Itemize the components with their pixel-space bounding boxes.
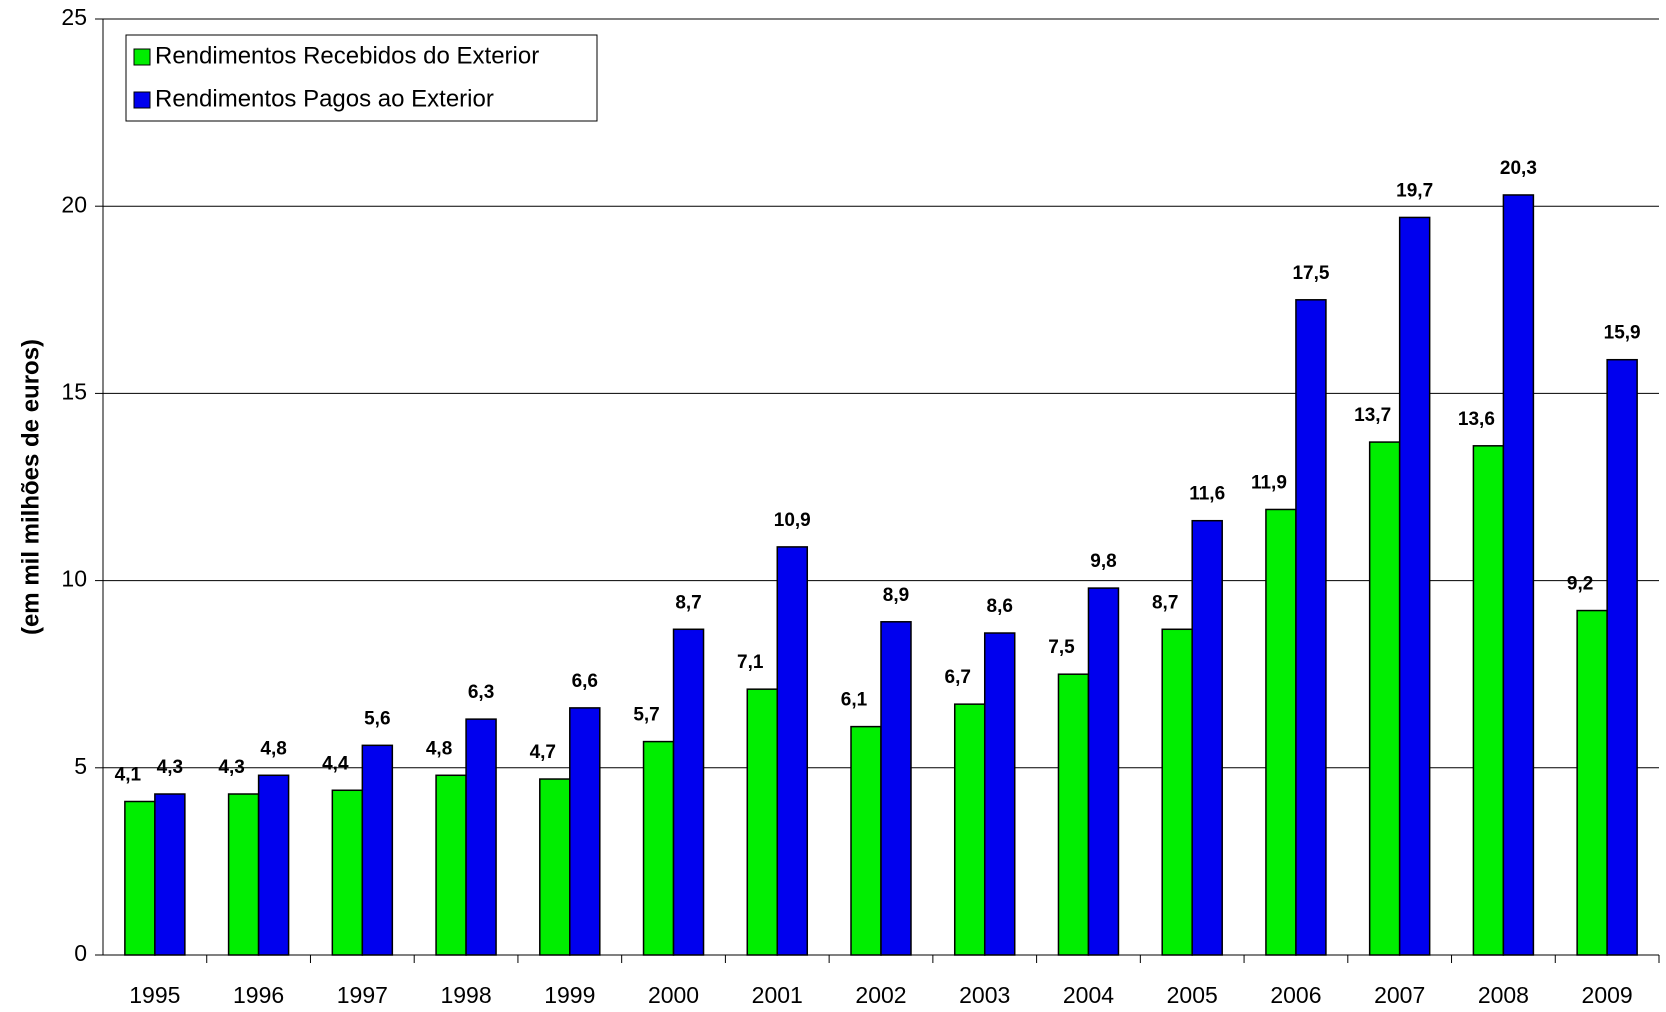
value-label: 13,6	[1458, 409, 1495, 430]
bar	[1368, 441, 1401, 956]
y-tick-label: 10	[61, 566, 87, 592]
bar	[1502, 194, 1535, 956]
value-label: 6,3	[468, 682, 494, 703]
bar	[672, 628, 705, 956]
bar	[435, 774, 467, 956]
value-label: 20,3	[1500, 158, 1537, 179]
value-label: 13,7	[1354, 405, 1391, 426]
x-tick-label: 2009	[1582, 982, 1633, 1008]
value-label: 8,7	[1152, 592, 1178, 613]
value-label: 5,6	[364, 708, 390, 729]
x-tick-label: 1995	[129, 982, 180, 1008]
bar	[1161, 628, 1193, 956]
bar	[746, 688, 779, 956]
bar	[331, 789, 364, 956]
value-label: 8,7	[675, 592, 701, 613]
value-label: 11,9	[1251, 472, 1287, 493]
bar	[1191, 519, 1223, 956]
bar	[1295, 299, 1327, 956]
value-label: 4,3	[157, 757, 183, 778]
value-label: 4,3	[218, 757, 244, 778]
value-label: 15,9	[1604, 323, 1641, 344]
legend-label: Rendimentos Pagos ao Exterior	[155, 85, 494, 112]
value-label: 7,1	[737, 652, 764, 673]
x-tick-label: 1996	[233, 982, 284, 1008]
bar	[1576, 609, 1608, 956]
bar	[983, 632, 1016, 956]
y-tick-label: 5	[74, 753, 87, 779]
x-tick-label: 2007	[1374, 982, 1425, 1008]
value-label: 11,6	[1189, 484, 1225, 505]
bar	[1087, 587, 1120, 956]
bar	[1398, 216, 1431, 956]
y-axis-label: (em mil milhões de euros)	[17, 339, 44, 635]
x-tick-label: 2008	[1478, 982, 1529, 1008]
x-tick-label: 2004	[1063, 982, 1114, 1008]
bar	[539, 778, 571, 956]
x-tick-label: 2006	[1270, 982, 1321, 1008]
bar	[850, 725, 882, 956]
y-tick-label: 0	[74, 940, 87, 966]
value-label: 4,1	[115, 765, 142, 786]
value-label: 6,6	[572, 671, 598, 692]
value-label: 9,2	[1567, 574, 1593, 595]
x-tick-label: 2003	[959, 982, 1010, 1008]
bar	[776, 546, 809, 956]
bar	[642, 740, 675, 956]
value-label: 4,7	[530, 742, 556, 763]
x-tick-label: 2001	[752, 982, 803, 1008]
value-label: 9,8	[1090, 551, 1116, 572]
value-label: 7,5	[1048, 637, 1075, 658]
y-tick-label: 15	[61, 378, 87, 404]
bar	[361, 744, 394, 956]
x-tick-label: 2002	[855, 982, 906, 1008]
value-label: 6,1	[841, 690, 868, 711]
x-tick-label: 1998	[440, 982, 491, 1008]
bar	[1265, 508, 1297, 956]
bar	[465, 718, 497, 956]
legend-label: Rendimentos Recebidos do Exterior	[155, 42, 539, 69]
value-label: 4,8	[426, 738, 452, 759]
value-label: 5,7	[633, 705, 659, 726]
bar	[1057, 673, 1090, 956]
bar	[227, 793, 260, 956]
bar	[257, 774, 290, 956]
legend: Rendimentos Recebidos do Exterior Rendime…	[125, 34, 598, 122]
bar	[1472, 445, 1505, 956]
bar	[953, 703, 986, 956]
x-tick-label: 2005	[1167, 982, 1218, 1008]
value-label: 6,7	[945, 667, 971, 688]
bar	[569, 707, 601, 956]
value-label: 8,6	[987, 596, 1013, 617]
value-label: 4,4	[322, 753, 349, 774]
value-label: 8,9	[883, 585, 909, 606]
y-tick-label: 20	[61, 191, 87, 217]
x-tick-label: 1999	[544, 982, 595, 1008]
legend-swatch	[133, 48, 151, 66]
legend-box	[125, 34, 598, 122]
bar	[154, 793, 186, 956]
value-label: 17,5	[1292, 263, 1329, 284]
value-label: 10,9	[774, 510, 811, 531]
bar	[1606, 358, 1638, 956]
legend-swatch	[133, 91, 151, 109]
value-label: 19,7	[1396, 180, 1433, 201]
y-tick-label: 25	[61, 4, 87, 30]
x-tick-label: 2000	[648, 982, 699, 1008]
bar	[880, 621, 912, 956]
x-tick-label: 1997	[337, 982, 388, 1008]
value-label: 4,8	[260, 738, 286, 759]
bar	[124, 800, 156, 956]
